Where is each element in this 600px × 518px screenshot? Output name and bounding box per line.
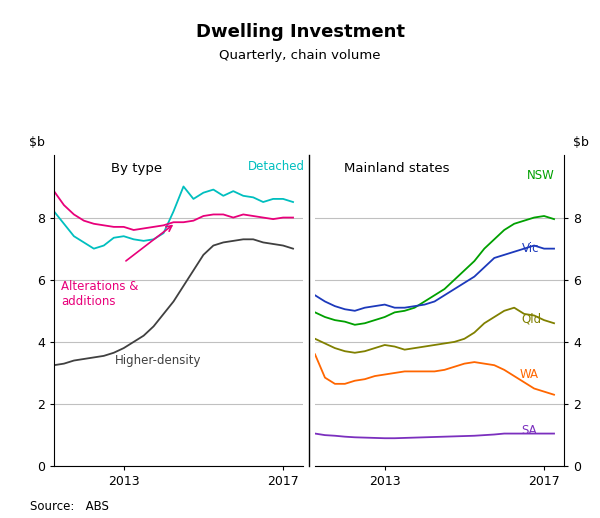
Text: SA: SA [521,424,537,437]
Text: NSW: NSW [527,169,554,182]
Text: $b: $b [29,136,45,149]
Text: Source:   ABS: Source: ABS [30,500,109,513]
Text: Mainland states: Mainland states [344,162,450,175]
Text: $b: $b [573,136,589,149]
Text: Vic: Vic [521,242,539,255]
Text: By type: By type [110,162,162,175]
Text: Quarterly, chain volume: Quarterly, chain volume [219,49,381,62]
Text: Detached: Detached [248,160,305,173]
Text: WA: WA [519,368,538,381]
Text: Qld: Qld [521,312,542,325]
Text: Dwelling Investment: Dwelling Investment [196,23,404,41]
Text: Higher-density: Higher-density [115,354,202,367]
Text: Alterations &
additions: Alterations & additions [61,280,139,308]
